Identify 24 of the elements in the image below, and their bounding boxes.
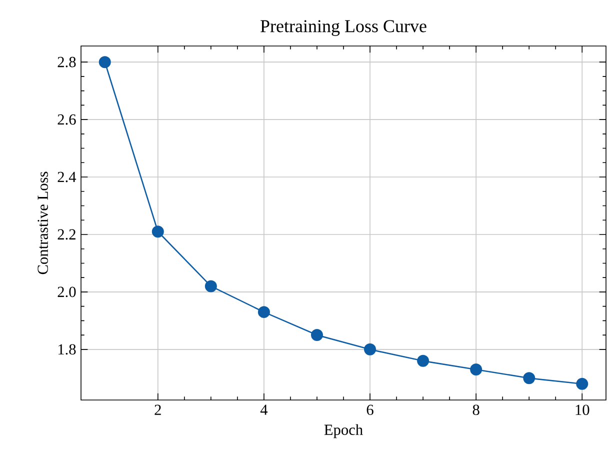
point — [523, 372, 536, 384]
point — [576, 378, 588, 390]
x-tick-label: 4 — [260, 404, 268, 415]
chart-title: Pretraining Loss Curve — [260, 20, 426, 36]
y-axis-title: Contrastive Loss — [38, 172, 48, 274]
point — [98, 56, 111, 68]
y-tick-label: 2.2 — [58, 229, 76, 240]
point — [258, 306, 270, 318]
y-tick-label: 2.0 — [58, 286, 76, 298]
y-tick-label: 2.6 — [58, 114, 76, 125]
point — [310, 329, 323, 342]
point — [470, 364, 482, 376]
y-tick-label: 1.8 — [58, 344, 76, 355]
x-tick-label: 2 — [154, 404, 161, 415]
y-tick-label: 2.8 — [58, 56, 76, 68]
x-tick-label: 6 — [366, 404, 374, 415]
x-tick-label: 10 — [576, 404, 590, 416]
point — [364, 343, 376, 356]
point — [152, 226, 164, 238]
point — [417, 354, 430, 367]
point — [204, 280, 217, 292]
x-axis-title: Epoch — [324, 424, 363, 438]
x-tick-label: 8 — [472, 404, 480, 416]
y-tick-label: 2.4 — [58, 172, 76, 182]
